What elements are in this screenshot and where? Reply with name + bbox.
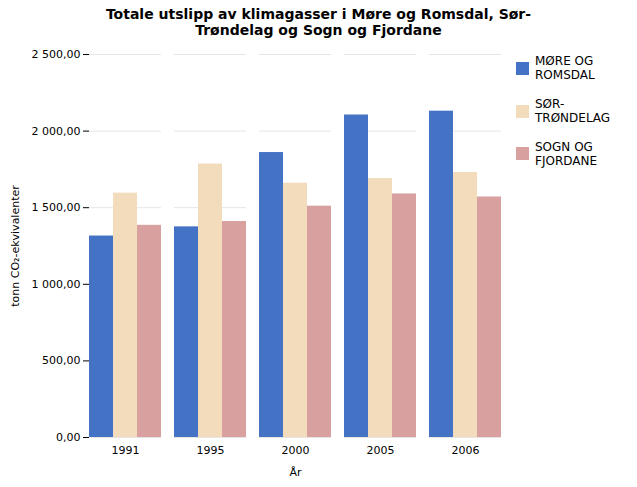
svg-text:2006: 2006: [452, 444, 480, 457]
svg-text:2005: 2005: [367, 444, 395, 457]
svg-text:1 000,00: 1 000,00: [32, 278, 81, 291]
svg-text:2 000,00: 2 000,00: [32, 125, 81, 138]
svg-text:tonn CO₂-ekvivalenter: tonn CO₂-ekvivalenter: [9, 185, 22, 307]
svg-text:1991: 1991: [112, 444, 140, 457]
svg-text:1995: 1995: [197, 444, 225, 457]
html-text:SOGN OG FJORDANE: SOGN OG FJORDANE: [535, 139, 597, 168]
svg-text:0,00: 0,00: [56, 431, 81, 444]
svg-text:2000: 2000: [282, 444, 310, 457]
svg-text:År: År: [289, 466, 302, 479]
html-text:Totale utslipp av klimagasser: Totale utslipp av klimagasser i Møre og …: [105, 6, 532, 38]
svg-text:500,00: 500,00: [42, 354, 81, 367]
svg-text:2 500,00: 2 500,00: [32, 48, 81, 61]
html-text:MØRE OG ROMSDAL: MØRE OG ROMSDAL: [535, 54, 595, 83]
svg-text:1 500,00: 1 500,00: [32, 201, 81, 214]
html-text:SØR- TRØNDELAG: SØR- TRØNDELAG: [535, 96, 611, 126]
